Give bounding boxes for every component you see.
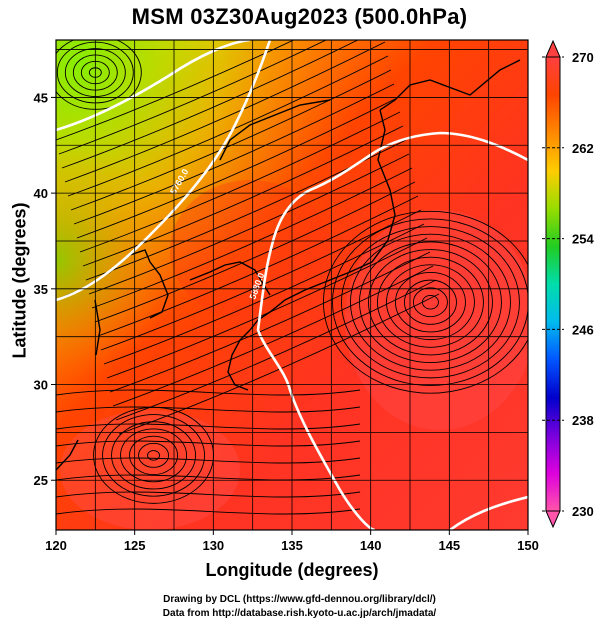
x-axis-ticks: 120 125 130 135 140 145 150 xyxy=(45,530,539,553)
streamline xyxy=(56,40,295,141)
streamline xyxy=(341,226,520,379)
x-tick-label: 125 xyxy=(124,538,146,553)
temperature-field: 5760.0 5880.0 xyxy=(56,40,528,530)
streamline xyxy=(56,457,361,464)
streamline xyxy=(323,210,528,394)
y-tick-label: 30 xyxy=(34,378,48,393)
y-tick-label: 35 xyxy=(34,282,48,297)
streamline xyxy=(111,421,196,490)
colorbar-tick-label: 230 xyxy=(572,504,594,519)
colorbar-ticks: 270 262 254 246 238 230 xyxy=(542,50,594,519)
streamline xyxy=(422,295,439,310)
x-tick-label: 135 xyxy=(281,538,303,553)
x-tick-label: 145 xyxy=(438,538,460,553)
streamline xyxy=(73,83,395,225)
streamline xyxy=(332,218,528,386)
y-axis-ticks: 25 30 35 40 45 xyxy=(34,90,56,488)
streamline xyxy=(102,414,205,497)
colorbar-tick-label: 262 xyxy=(572,141,594,156)
streamline xyxy=(413,287,448,318)
colorbar-bottom-arrow xyxy=(545,510,561,529)
streamline xyxy=(56,474,361,481)
streamline xyxy=(88,67,102,78)
streamline xyxy=(404,279,457,325)
streamline xyxy=(109,251,431,393)
y-tick-label: 45 xyxy=(34,90,48,105)
streamline xyxy=(72,54,118,91)
x-tick-label: 130 xyxy=(202,538,224,553)
streamline xyxy=(56,406,361,413)
streamline xyxy=(56,40,142,110)
y-axis-label: Latitude (degrees) xyxy=(9,202,30,359)
streamline xyxy=(97,195,419,337)
streamline xyxy=(368,249,493,356)
colorbar-body xyxy=(545,56,561,512)
streamline xyxy=(64,41,386,183)
colorbar-top-arrow xyxy=(545,39,561,58)
colorbar-tick-label: 246 xyxy=(572,322,594,337)
streamline xyxy=(56,423,361,430)
colorbar: 270 262 254 246 238 230 xyxy=(542,39,594,529)
streamline xyxy=(147,450,160,461)
x-tick-label: 150 xyxy=(517,538,539,553)
streamline xyxy=(79,111,401,253)
map-title: MSM 03Z30Aug2023 (500.0hPa) xyxy=(131,4,468,29)
x-tick-label: 120 xyxy=(45,538,67,553)
colorbar-tick-label: 254 xyxy=(572,232,594,247)
streamline xyxy=(56,389,361,396)
streamline xyxy=(58,40,328,155)
streamline xyxy=(85,139,407,281)
colorbar-tick-label: 270 xyxy=(572,50,594,65)
streamline xyxy=(80,60,110,85)
streamline xyxy=(61,40,359,169)
x-tick-label: 140 xyxy=(360,538,382,553)
streamline xyxy=(103,223,425,365)
streamline xyxy=(56,491,361,498)
credit-drawing: Drawing by DCL (https://www.gfd-dennou.o… xyxy=(163,594,436,605)
streamline xyxy=(129,435,178,475)
streamline xyxy=(94,181,416,323)
y-tick-label: 25 xyxy=(34,473,48,488)
streamline xyxy=(377,256,484,348)
streamline xyxy=(359,241,502,364)
streamline xyxy=(395,272,466,333)
streamline xyxy=(70,69,392,211)
streamline xyxy=(91,167,413,309)
streamline xyxy=(56,508,361,515)
streamlines xyxy=(56,40,528,515)
x-axis-label: Longitude (degrees) xyxy=(205,560,379,580)
grid-lines xyxy=(56,40,528,530)
streamline xyxy=(138,442,169,468)
streamline xyxy=(350,233,511,371)
streamline xyxy=(76,97,398,239)
streamline xyxy=(120,428,187,483)
streamline xyxy=(56,440,361,447)
streamline xyxy=(82,125,404,267)
streamline xyxy=(118,293,440,435)
colorbar-tick-label: 238 xyxy=(572,413,594,428)
streamline xyxy=(386,264,475,341)
streamline xyxy=(56,41,134,104)
streamline xyxy=(112,265,434,407)
credit-data: Data from http://database.rish.kyoto-u.a… xyxy=(162,608,437,619)
y-tick-label: 40 xyxy=(34,186,48,201)
streamline xyxy=(64,48,126,97)
